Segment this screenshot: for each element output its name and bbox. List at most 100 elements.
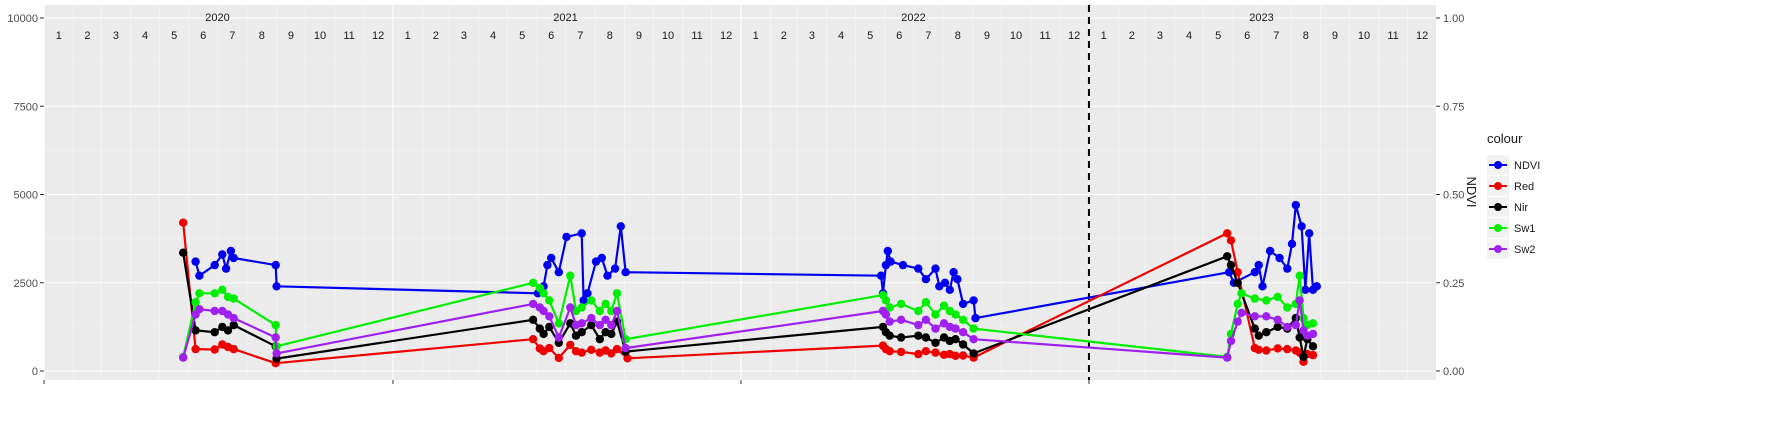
data-point-ndvi xyxy=(1297,222,1306,231)
year-label: 2021 xyxy=(553,12,577,24)
legend-label-red: Red xyxy=(1514,181,1534,193)
data-point-ndvi xyxy=(272,282,281,291)
legend-key-dot-nir xyxy=(1494,203,1502,211)
series-sw2 xyxy=(179,296,1318,362)
series-group xyxy=(179,200,1322,368)
data-point-sw1 xyxy=(528,278,538,287)
data-point-sw2 xyxy=(1283,322,1292,332)
data-point-ndvi xyxy=(621,268,630,277)
data-point-ndvi xyxy=(958,299,968,309)
data-point-nir xyxy=(539,329,548,339)
data-point-ndvi xyxy=(1250,268,1260,277)
data-point-red xyxy=(1262,346,1271,355)
data-point-sw2 xyxy=(1226,336,1236,346)
data-point-red xyxy=(577,348,586,357)
month-label: 4 xyxy=(490,30,496,42)
data-point-sw1 xyxy=(1273,292,1282,302)
data-point-ndvi xyxy=(226,246,236,256)
data-point-sw1 xyxy=(545,296,554,305)
data-point-ndvi xyxy=(1312,282,1322,291)
legend-label-ndvi: NDVI xyxy=(1514,160,1540,172)
month-label: 2 xyxy=(433,30,439,42)
data-point-ndvi xyxy=(1283,264,1292,273)
data-point-nir xyxy=(951,335,960,344)
data-point-red xyxy=(1283,344,1292,354)
data-point-nir xyxy=(1233,278,1242,287)
data-point-sw1 xyxy=(951,310,960,319)
data-point-sw2 xyxy=(179,353,188,362)
data-point-nir xyxy=(229,320,238,330)
data-point-sw1 xyxy=(1262,296,1271,305)
data-point-sw1 xyxy=(587,296,596,305)
data-point-sw1 xyxy=(554,319,563,328)
month-label: 9 xyxy=(984,30,990,42)
data-point-sw2 xyxy=(958,328,968,337)
data-point-sw2 xyxy=(554,333,563,342)
y-right-tick-label: 0.75 xyxy=(1443,101,1464,113)
month-label: 1 xyxy=(405,30,411,42)
data-point-sw1 xyxy=(914,306,923,316)
data-point-sw1 xyxy=(271,320,280,330)
month-label: 10 xyxy=(1358,30,1370,42)
month-label: 6 xyxy=(548,30,554,42)
data-point-ndvi xyxy=(543,260,552,270)
data-point-nir xyxy=(587,320,596,330)
data-point-sw2 xyxy=(921,315,931,324)
data-point-sw1 xyxy=(595,306,604,316)
legend-key-dot-sw1 xyxy=(1494,224,1502,232)
data-point-red xyxy=(229,344,238,354)
data-point-red xyxy=(1254,345,1263,354)
month-label: 1 xyxy=(1101,30,1107,42)
data-point-sw1 xyxy=(896,299,906,309)
data-point-ndvi xyxy=(940,278,950,287)
data-point-sw2 xyxy=(566,303,575,312)
data-point-nir xyxy=(1273,322,1282,332)
year-label: 2022 xyxy=(901,12,925,24)
data-point-sw1 xyxy=(969,324,978,333)
data-point-sw2 xyxy=(545,312,554,321)
month-label: 2 xyxy=(1129,30,1135,42)
data-point-red xyxy=(931,348,940,357)
y-left-tick-label: 2500 xyxy=(14,278,38,290)
month-label: 11 xyxy=(343,30,354,42)
data-point-sw2 xyxy=(595,320,604,330)
data-point-ndvi xyxy=(603,271,612,280)
data-point-ndvi xyxy=(883,246,892,256)
year-label: 2020 xyxy=(205,12,229,24)
month-label: 2 xyxy=(781,30,787,42)
y-left-tick-label: 5000 xyxy=(14,190,38,202)
data-point-ndvi xyxy=(1301,285,1310,294)
data-point-ndvi xyxy=(898,260,908,270)
data-point-ndvi xyxy=(554,268,563,277)
month-label: 1 xyxy=(56,30,62,42)
data-point-sw1 xyxy=(210,289,219,298)
data-point-ndvi xyxy=(583,289,592,298)
data-point-sw2 xyxy=(1273,315,1282,324)
month-label: 5 xyxy=(867,30,873,42)
data-point-ndvi xyxy=(914,264,923,273)
data-point-nir xyxy=(528,315,538,324)
data-point-ndvi xyxy=(1224,268,1234,277)
data-point-red xyxy=(566,340,575,350)
month-label: 5 xyxy=(519,30,525,42)
data-point-sw2 xyxy=(601,315,610,324)
data-point-sw2 xyxy=(1262,312,1271,321)
month-label: 4 xyxy=(838,30,844,42)
month-label: 10 xyxy=(314,30,326,42)
data-point-sw1 xyxy=(1237,289,1246,298)
month-label: 5 xyxy=(171,30,177,42)
data-point-sw1 xyxy=(1308,319,1318,328)
y-left-tick-label: 10000 xyxy=(7,13,38,25)
data-point-nir xyxy=(191,326,200,335)
data-point-sw1 xyxy=(958,315,968,324)
data-point-red xyxy=(607,349,616,358)
data-point-sw2 xyxy=(881,310,891,319)
data-point-nir xyxy=(595,335,604,344)
legend-key-dot-sw2 xyxy=(1494,245,1502,253)
data-point-sw2 xyxy=(539,306,548,316)
y-right-tick-label: 0.00 xyxy=(1443,366,1464,378)
data-point-nir xyxy=(210,328,219,337)
month-label: 6 xyxy=(896,30,902,42)
data-point-sw2 xyxy=(914,320,923,330)
